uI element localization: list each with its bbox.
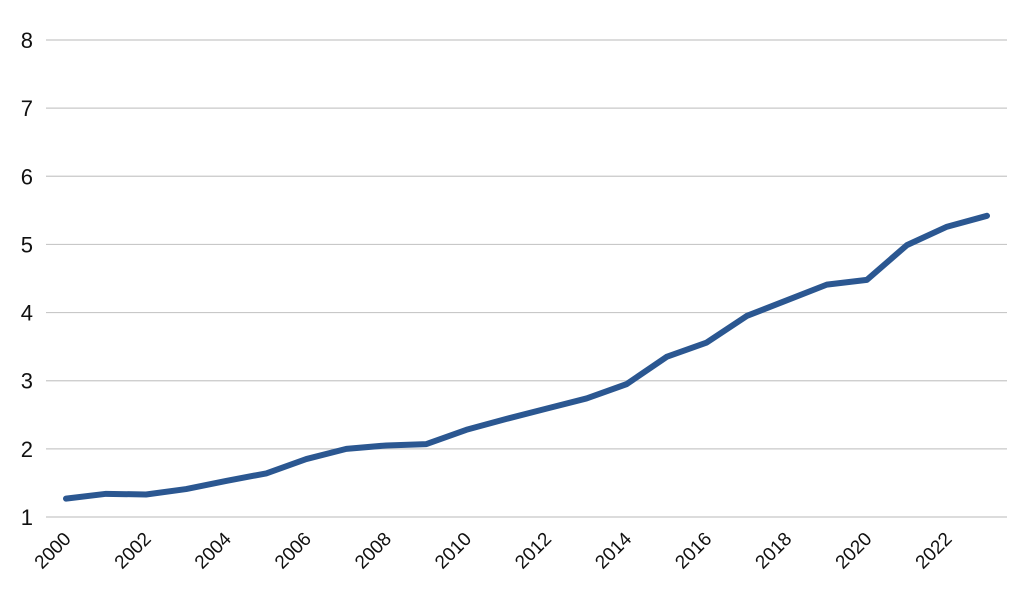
x-tick-label: 2016 — [671, 529, 716, 574]
y-tick-label: 7 — [21, 96, 33, 121]
y-axis-ticks: 1 2 3 4 5 6 7 8 — [21, 28, 33, 530]
series-line-0 — [63, 212, 990, 502]
data-point — [624, 381, 630, 387]
data-point — [183, 486, 189, 492]
x-tick-label: 2000 — [31, 529, 76, 574]
data-point — [223, 478, 229, 484]
data-point — [303, 456, 309, 462]
x-axis-ticks: 2000 2002 2004 2006 2008 2010 2012 2014 2016 2018… — [31, 528, 957, 573]
series-layer — [63, 212, 990, 502]
x-tick-label: 2004 — [191, 528, 236, 573]
x-tick-label: 2012 — [511, 529, 556, 574]
data-point — [463, 427, 469, 433]
data-point — [984, 213, 990, 219]
data-point — [263, 470, 269, 476]
y-tick-label: 3 — [21, 369, 33, 394]
data-point — [904, 242, 910, 248]
y-tick-label: 4 — [21, 301, 33, 326]
data-point — [664, 354, 670, 360]
data-point — [744, 313, 750, 319]
data-point — [544, 406, 550, 412]
y-tick-label: 1 — [21, 505, 33, 530]
data-point — [784, 297, 790, 303]
data-point — [704, 340, 710, 346]
x-tick-label: 2018 — [752, 529, 797, 574]
data-point — [63, 496, 69, 502]
x-tick-label: 2002 — [111, 529, 156, 574]
data-point — [343, 446, 349, 452]
data-point — [423, 441, 429, 447]
data-point — [503, 416, 509, 422]
y-tick-label: 6 — [21, 164, 33, 189]
x-tick-label: 2020 — [832, 529, 877, 574]
data-point — [103, 491, 109, 497]
y-tick-label: 5 — [21, 232, 33, 257]
x-tick-label: 2010 — [431, 529, 476, 574]
data-point — [143, 492, 149, 498]
data-point — [864, 277, 870, 283]
gridlines — [46, 39, 1007, 518]
x-tick-label: 2008 — [351, 529, 396, 574]
x-tick-label: 2022 — [912, 529, 957, 574]
data-point — [824, 282, 830, 288]
x-tick-label: 2006 — [271, 529, 316, 574]
y-tick-label: 2 — [21, 437, 33, 462]
data-point — [383, 442, 389, 448]
data-point — [584, 395, 590, 401]
data-point — [944, 224, 950, 230]
y-tick-label: 8 — [21, 28, 33, 53]
x-tick-label: 2014 — [591, 528, 636, 573]
